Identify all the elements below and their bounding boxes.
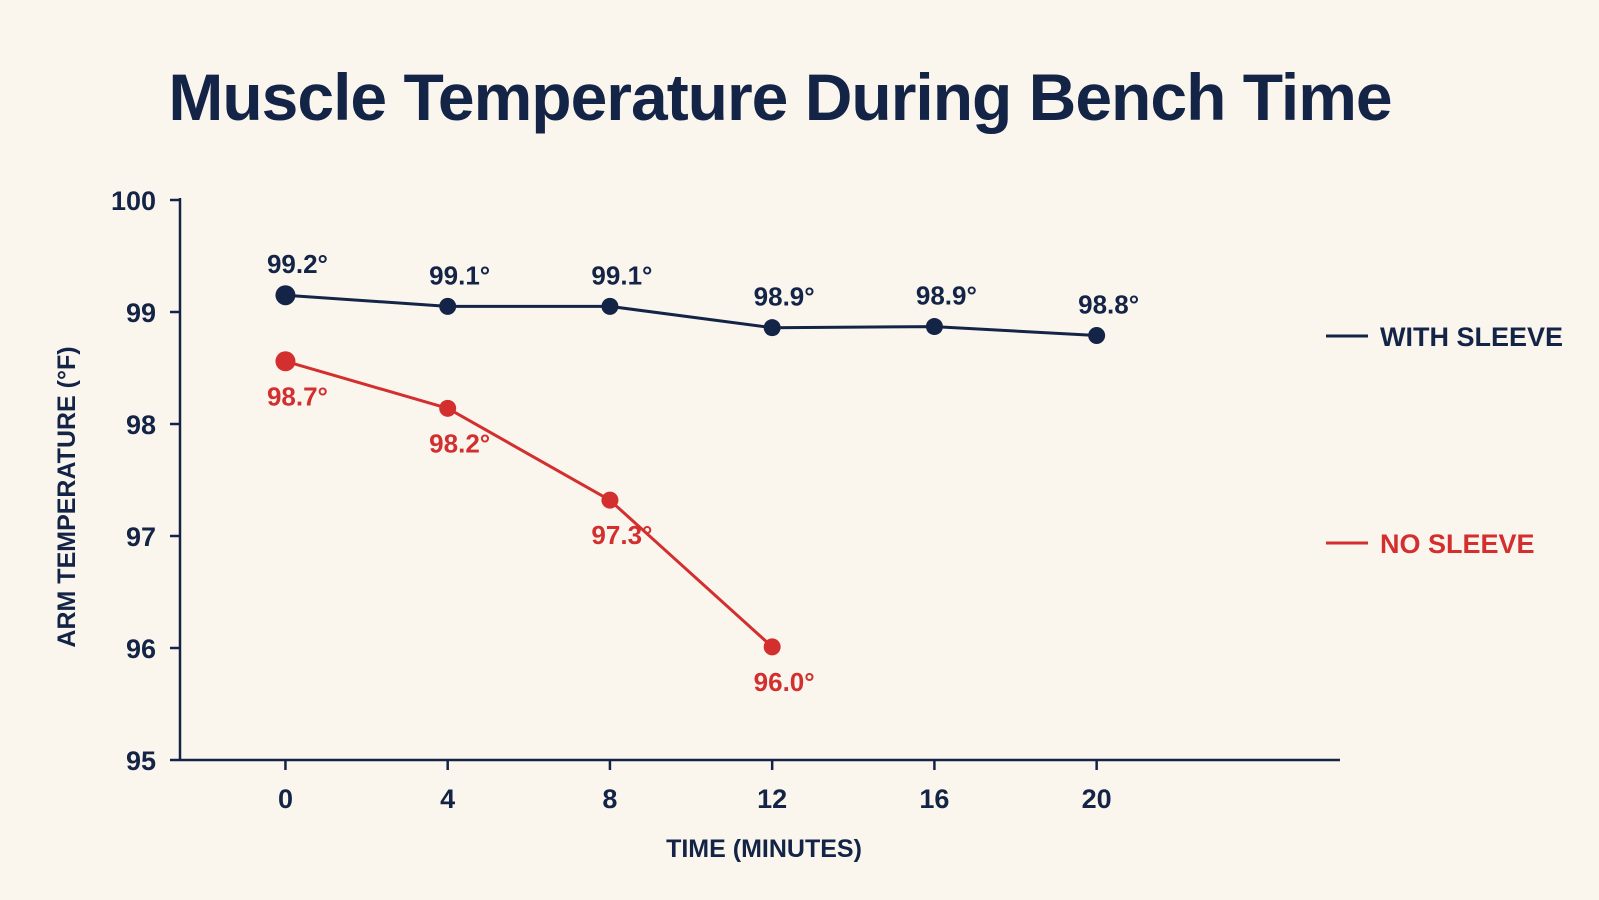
y-tick-label: 99 <box>126 298 156 328</box>
y-tick-label: 95 <box>126 746 156 776</box>
data-point-no-sleeve <box>601 491 619 509</box>
x-tick-label: 4 <box>440 784 455 814</box>
axes <box>178 198 1340 762</box>
x-tick-label: 0 <box>278 784 293 814</box>
y-tick-label: 98 <box>126 410 156 440</box>
legend-label-with-sleeve: WITH SLEEVE <box>1380 322 1563 352</box>
data-series <box>275 285 1106 656</box>
data-label-no-sleeve: 98.7° <box>267 381 328 411</box>
series-line-no-sleeve <box>285 359 774 649</box>
x-tick-label: 20 <box>1082 784 1112 814</box>
data-label-no-sleeve: 98.2° <box>429 428 490 458</box>
data-label-no-sleeve: 97.3° <box>591 520 652 550</box>
data-point-with-sleeve <box>601 297 619 315</box>
data-label-with-sleeve: 98.8° <box>1078 290 1139 320</box>
data-point-no-sleeve <box>763 638 781 656</box>
y-tick-label: 97 <box>126 522 156 552</box>
data-point-with-sleeve <box>925 318 943 336</box>
y-axis-title: ARM TEMPERATURE (°F) <box>53 346 81 647</box>
axis-ticks: 95 96 97 98 99 100 0 4 8 12 16 20 <box>111 186 1112 814</box>
x-tick-label: 12 <box>757 784 787 814</box>
data-label-with-sleeve: 98.9° <box>916 281 977 311</box>
data-point-no-sleeve <box>439 399 457 417</box>
legend: WITH SLEEVE NO SLEEVE <box>1326 322 1563 559</box>
series-line-with-sleeve <box>285 293 1097 337</box>
y-tick-label: 96 <box>126 634 156 664</box>
data-point-no-sleeve <box>275 351 296 372</box>
data-point-with-sleeve <box>439 297 457 315</box>
data-label-with-sleeve: 99.2° <box>267 249 328 279</box>
data-point-with-sleeve <box>1088 327 1106 345</box>
data-label-with-sleeve: 98.9° <box>754 282 815 312</box>
data-point-with-sleeve <box>275 285 296 306</box>
data-label-with-sleeve: 99.1° <box>591 260 652 290</box>
data-labels: 99.2° 99.1° 99.1° 98.9° 98.9° 98.8° 98.7° 98.2°… <box>267 249 1139 697</box>
data-label-with-sleeve: 99.1° <box>429 260 490 290</box>
chart-title: Muscle Temperature During Bench Time <box>168 60 1391 134</box>
x-tick-label: 16 <box>919 784 949 814</box>
x-axis-title: TIME (MINUTES) <box>666 835 862 863</box>
y-tick-label: 100 <box>111 186 156 216</box>
data-label-no-sleeve: 96.0° <box>754 667 815 697</box>
legend-label-no-sleeve: NO SLEEVE <box>1380 529 1535 559</box>
x-tick-label: 8 <box>602 784 617 814</box>
data-point-with-sleeve <box>763 319 781 337</box>
